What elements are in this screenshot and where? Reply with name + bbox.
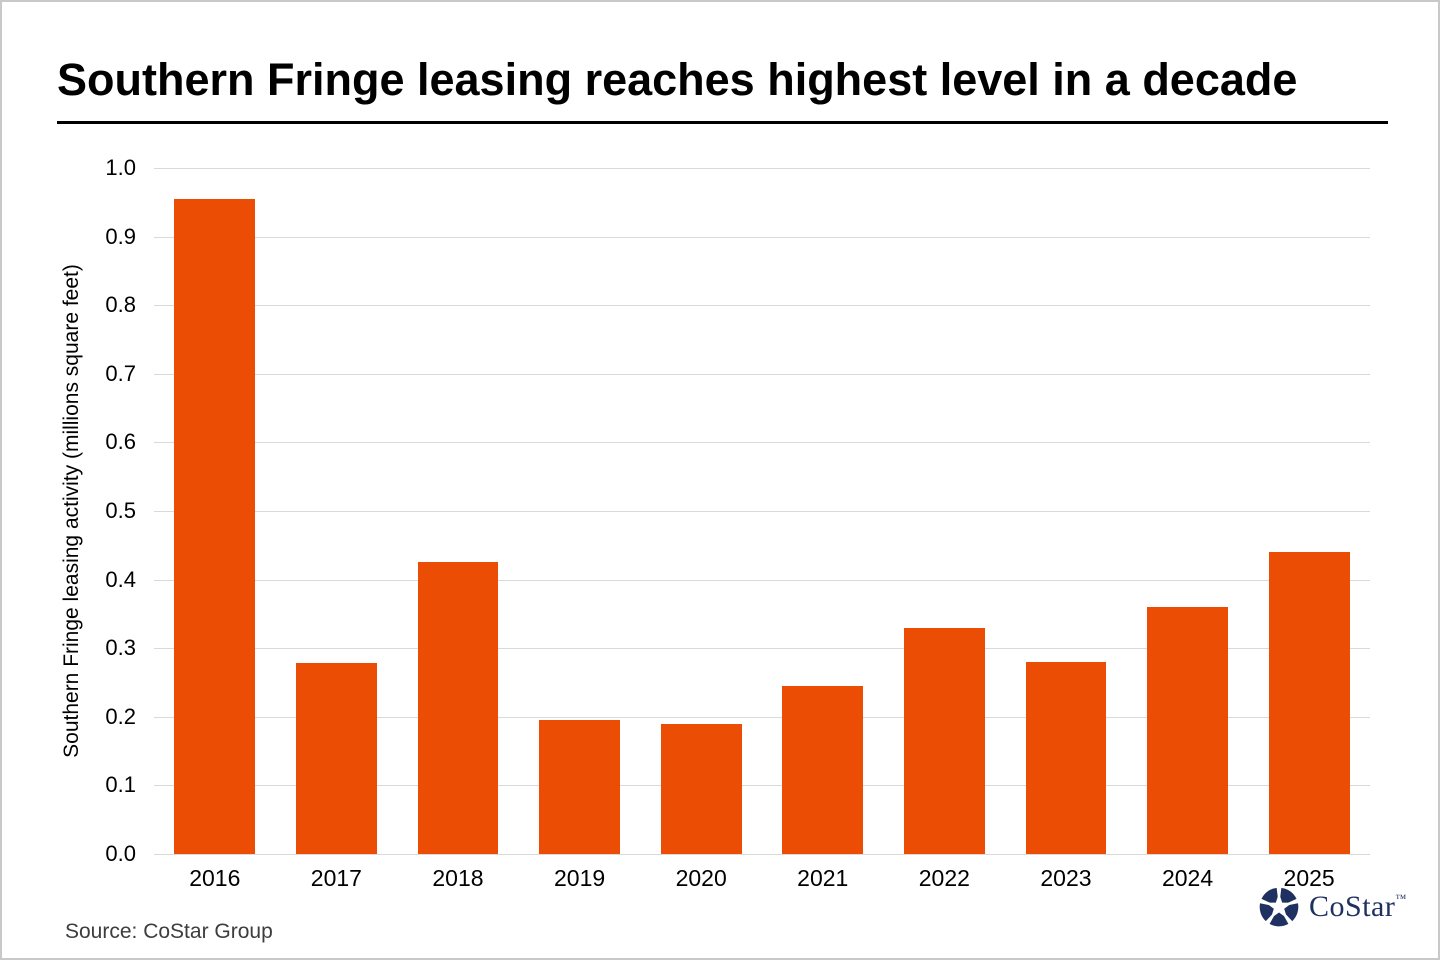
bar-2019 [539,720,620,854]
y-tick-0.8: 0.8 [105,292,136,318]
plot-area [154,168,1370,855]
gridline-0.9 [154,236,1370,238]
y-tick-0.7: 0.7 [105,360,136,386]
bar-slot-2019 [519,168,641,854]
bar-2016 [174,198,256,854]
gridline-0.0 [154,854,1370,855]
bar-2020 [660,723,742,854]
bar-2024 [1147,607,1228,854]
y-tick-1.0: 1.0 [105,155,136,180]
costar-logo-text: CoStar™ [1309,890,1407,924]
x-tick-2024: 2024 [1161,865,1214,891]
bar-slot-2020 [640,168,762,854]
x-tick-2025: 2025 [1283,865,1335,891]
y-tick-0.4: 0.4 [105,566,136,592]
bar-slot-2022 [884,168,1006,854]
gridline-1.0 [154,168,1370,169]
bar-2021 [782,685,864,854]
source-note: Source: CoStar Group [65,920,273,943]
bar-series [154,168,1370,854]
x-tick-2017: 2017 [310,865,362,891]
y-tick-0.9: 0.9 [105,223,136,249]
bar-2023 [1025,661,1107,854]
gridline-0.3 [154,648,1370,650]
gridline-0.8 [154,305,1370,307]
trademark-symbol: ™ [1395,893,1407,905]
bar-2017 [295,663,377,854]
x-tick-2023: 2023 [1040,865,1092,891]
gridline-0.5 [154,511,1370,512]
bar-2018 [417,562,499,854]
costar-wordmark: CoStar [1309,890,1396,923]
x-tick-2016: 2016 [189,865,241,891]
bar-2022 [903,627,985,854]
bar-slot-2018 [397,168,519,854]
gridline-0.7 [154,373,1370,375]
y-tick-0.5: 0.5 [105,498,136,523]
bar-slot-2017 [276,168,398,854]
title-divider [57,121,1388,124]
y-tick-0.1: 0.1 [105,772,136,798]
gridline-0.4 [154,579,1370,581]
bar-slot-2016 [154,168,276,854]
x-tick-2022: 2022 [918,865,970,891]
gridline-0.6 [154,442,1370,444]
y-tick-0.2: 0.2 [105,703,136,729]
costar-logo: CoStar™ [1258,886,1407,928]
bar-slot-2021 [762,168,884,854]
x-tick-2021: 2021 [797,865,849,891]
costar-pinwheel-icon [1259,887,1299,927]
y-tick-0.0: 0.0 [105,841,136,866]
y-tick-0.6: 0.6 [105,429,136,455]
bar-slot-2024 [1127,168,1249,854]
bar-slot-2023 [1005,168,1127,854]
gridline-0.2 [154,716,1370,718]
bar-slot-2025 [1248,168,1370,854]
page-title: Southern Fringe leasing reaches highest … [57,54,1298,105]
x-tick-2018: 2018 [432,865,484,891]
bar-2025 [1268,552,1350,854]
x-tick-2020: 2020 [675,865,727,891]
y-tick-0.3: 0.3 [105,635,136,661]
gridline-0.1 [154,785,1370,787]
x-axis-tick-labels: 2016 2017 2018 2019 2020 2021 2022 2023 2024 2025 [154,865,1370,892]
x-tick-2019: 2019 [553,865,606,891]
